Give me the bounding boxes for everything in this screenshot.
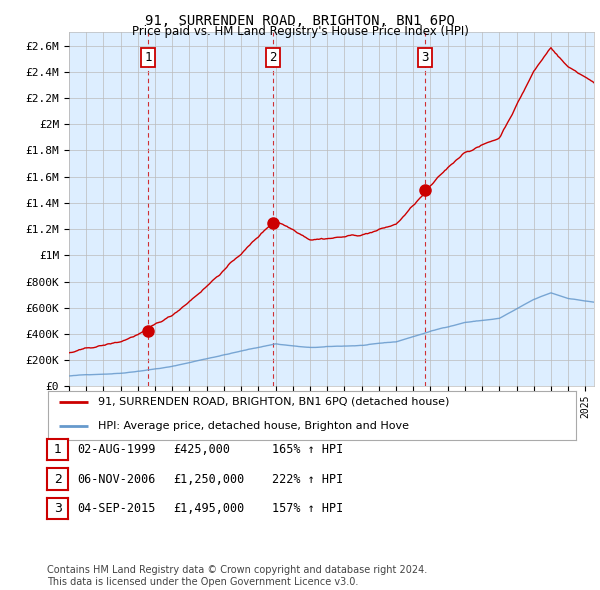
- Text: 222% ↑ HPI: 222% ↑ HPI: [272, 473, 344, 486]
- Text: 2: 2: [53, 473, 62, 486]
- Text: 3: 3: [53, 502, 62, 515]
- Text: 3: 3: [421, 51, 428, 64]
- Text: £1,250,000: £1,250,000: [173, 473, 245, 486]
- Text: £425,000: £425,000: [173, 443, 230, 456]
- Text: HPI: Average price, detached house, Brighton and Hove: HPI: Average price, detached house, Brig…: [98, 421, 409, 431]
- Text: 1: 1: [53, 443, 62, 456]
- Text: 06-NOV-2006: 06-NOV-2006: [77, 473, 156, 486]
- Text: 157% ↑ HPI: 157% ↑ HPI: [272, 502, 344, 515]
- Text: 1: 1: [144, 51, 152, 64]
- Text: 91, SURRENDEN ROAD, BRIGHTON, BN1 6PQ: 91, SURRENDEN ROAD, BRIGHTON, BN1 6PQ: [145, 14, 455, 28]
- Text: £1,495,000: £1,495,000: [173, 502, 245, 515]
- Text: 91, SURRENDEN ROAD, BRIGHTON, BN1 6PQ (detached house): 91, SURRENDEN ROAD, BRIGHTON, BN1 6PQ (d…: [98, 397, 449, 407]
- Text: 165% ↑ HPI: 165% ↑ HPI: [272, 443, 344, 456]
- Text: 02-AUG-1999: 02-AUG-1999: [77, 443, 156, 456]
- Text: Contains HM Land Registry data © Crown copyright and database right 2024.
This d: Contains HM Land Registry data © Crown c…: [47, 565, 427, 587]
- Text: 04-SEP-2015: 04-SEP-2015: [77, 502, 156, 515]
- Text: Price paid vs. HM Land Registry's House Price Index (HPI): Price paid vs. HM Land Registry's House …: [131, 25, 469, 38]
- Text: 2: 2: [269, 51, 277, 64]
